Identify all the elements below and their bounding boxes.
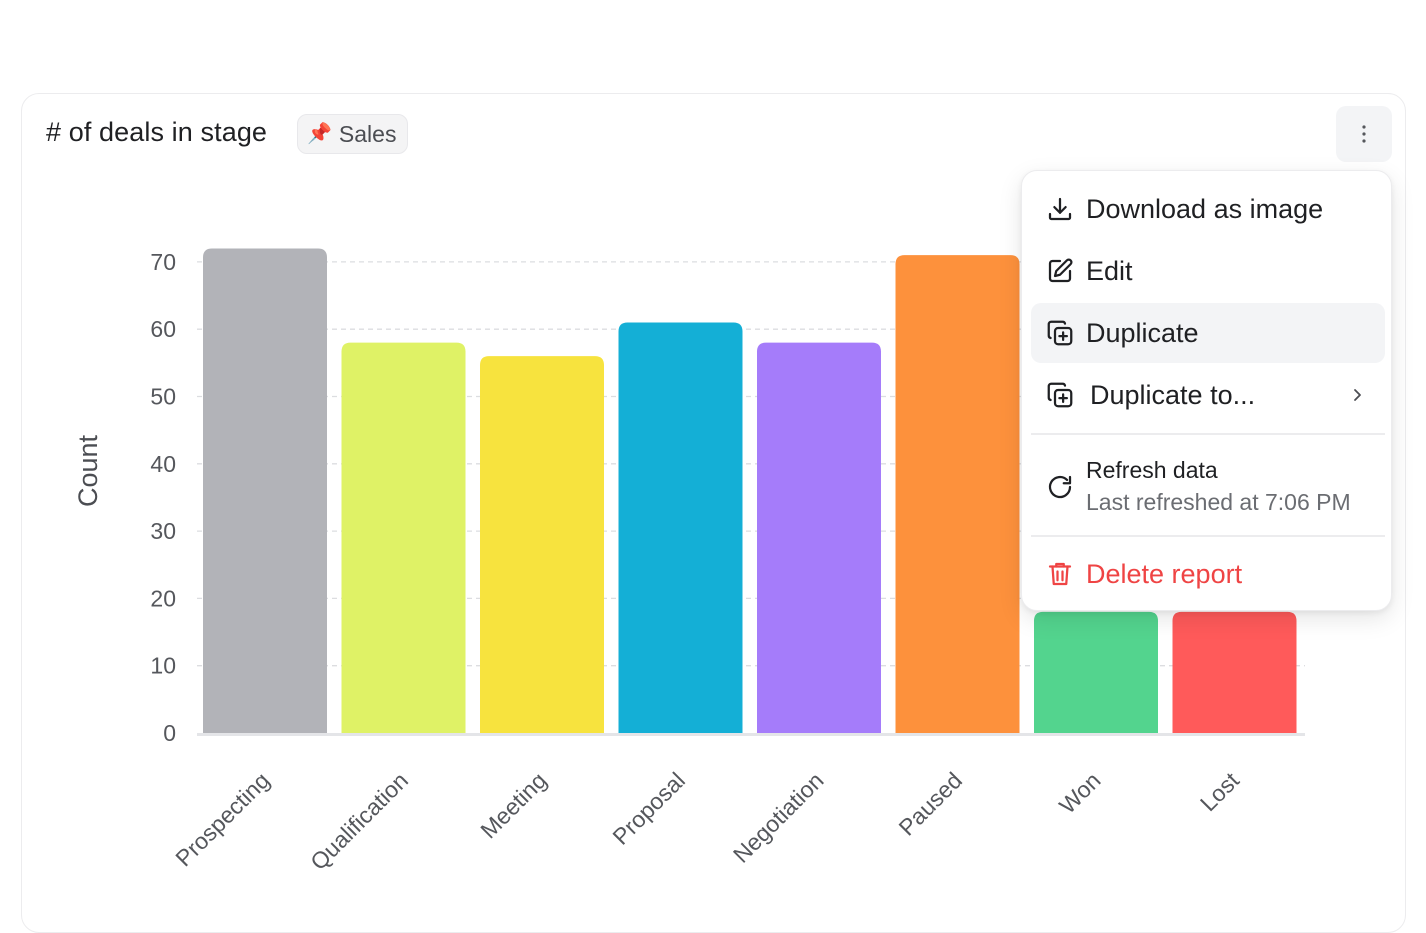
download-icon	[1048, 197, 1072, 221]
y-tick-label: 40	[150, 451, 176, 477]
y-tick-label: 0	[163, 720, 176, 746]
chevron-right-icon	[1354, 389, 1361, 401]
menu-separator	[1031, 535, 1385, 537]
menu-item-delete[interactable]: Delete report	[1031, 544, 1385, 604]
menu-label-duplicate: Duplicate	[1086, 317, 1199, 348]
x-tick-label: Paused	[893, 767, 967, 841]
tag-label: Sales	[338, 120, 397, 147]
y-tick-label: 30	[150, 518, 176, 544]
bar-chart: 0 10 20 30 40 50 60 70 Count Prospecting Qualifica…	[73, 248, 1305, 875]
x-tick-label: Negotiation	[728, 767, 829, 868]
x-tick-label: Qualification	[305, 767, 413, 875]
menu-label-download: Download as image	[1086, 193, 1324, 224]
bar-prospecting	[203, 248, 327, 733]
bar-lost	[1172, 611, 1297, 733]
card-title: # of deals in stage	[46, 117, 268, 147]
x-tick-label: Proposal	[607, 767, 690, 850]
y-tick-label: 70	[150, 249, 176, 275]
pin-icon: 📌	[307, 123, 332, 145]
bar-qualification	[341, 342, 466, 733]
last-refreshed-text: Last refreshed at 7:06 PM	[1086, 489, 1351, 515]
duplicate-icon	[1047, 382, 1073, 408]
bar-meeting	[480, 356, 604, 733]
bar-negotiation	[757, 342, 881, 733]
trash-icon	[1048, 562, 1072, 586]
menu-item-download[interactable]: Download as image	[1031, 179, 1385, 239]
y-tick-label: 50	[150, 384, 176, 410]
bar-proposal	[618, 322, 743, 733]
menu-item-duplicate-to[interactable]: Duplicate to...	[1031, 365, 1385, 425]
menu-label-refresh: Refresh data	[1086, 457, 1218, 483]
y-tick-label: 20	[150, 585, 176, 611]
menu-label-edit: Edit	[1086, 255, 1133, 286]
bar-won	[1034, 611, 1158, 733]
menu-label-delete: Delete report	[1086, 558, 1243, 589]
menu-label-duplicate-to: Duplicate to...	[1090, 379, 1256, 410]
more-options-button[interactable]	[1336, 106, 1392, 162]
vertical-dots-icon	[1362, 125, 1366, 143]
x-tick-label: Meeting	[475, 767, 551, 843]
menu-item-duplicate[interactable]: Duplicate	[1031, 303, 1385, 363]
y-axis-label: Count	[73, 434, 103, 507]
category-tag[interactable]: 📌 Sales	[297, 114, 409, 154]
y-tick-label: 60	[150, 316, 176, 342]
menu-separator	[1031, 433, 1385, 435]
x-tick-label: Won	[1054, 767, 1106, 819]
x-tick-label: Lost	[1195, 767, 1245, 817]
menu-item-edit[interactable]: Edit	[1031, 241, 1385, 301]
refresh-icon	[1048, 475, 1072, 499]
x-tick-label: Prospecting	[170, 767, 274, 871]
bar-paused	[895, 255, 1020, 734]
options-menu: Download as image Edit Duplicate Duplica…	[1021, 170, 1392, 611]
menu-item-refresh[interactable]: Refresh data Last refreshed at 7:06 PM	[1031, 445, 1385, 529]
duplicate-icon	[1047, 320, 1073, 346]
y-tick-label: 10	[150, 653, 176, 679]
edit-icon	[1048, 258, 1073, 283]
